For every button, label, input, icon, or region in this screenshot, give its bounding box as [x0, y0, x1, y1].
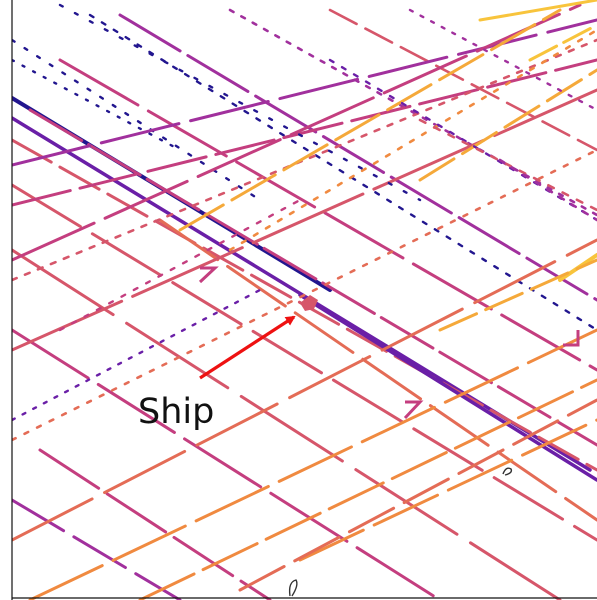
vessel-track	[178, 8, 562, 232]
vessel-track	[298, 293, 597, 482]
vessel-track	[12, 58, 182, 152]
vessel-track	[38, 448, 272, 600]
vessel-track	[58, 198, 302, 332]
vessel-track-lines	[12, 0, 597, 600]
track-corner	[563, 330, 580, 347]
vessel-track	[528, 23, 597, 62]
vessel-track	[408, 8, 597, 112]
track-corner	[403, 400, 424, 420]
vessel-track	[438, 258, 597, 332]
vessel-track	[12, 3, 582, 262]
vessel-track	[12, 38, 262, 202]
vessel-track	[118, 13, 597, 302]
vessel-track	[12, 498, 182, 600]
vessel-track	[12, 88, 597, 352]
vessel-track	[328, 8, 597, 152]
vessel-track	[418, 68, 597, 182]
vessel-track	[28, 108, 597, 447]
small-loop-mark	[288, 579, 298, 597]
vessel-track	[58, 3, 422, 202]
vessel-track	[12, 38, 597, 282]
vessel-track	[228, 28, 597, 252]
vessel-track	[498, 158, 597, 222]
vessel-track	[138, 378, 597, 600]
vessel-track	[158, 218, 597, 522]
vessel-track	[12, 183, 597, 542]
small-loop-mark	[502, 467, 513, 476]
vessel-track	[12, 148, 597, 442]
vessel-track	[58, 58, 597, 372]
vessel-track	[418, 118, 597, 212]
ship-label: Ship	[138, 392, 214, 432]
vessel-track	[238, 398, 597, 592]
vessel-track	[88, 13, 597, 332]
vessel-track	[28, 328, 597, 600]
ship-marker	[300, 295, 318, 311]
vessel-track	[328, 58, 597, 222]
vessel-track	[298, 418, 597, 562]
vessel-track	[12, 328, 442, 600]
track-corner	[198, 266, 219, 284]
vessel-track	[478, 0, 597, 22]
vessel-track	[12, 18, 597, 167]
ship-pointer-arrow	[199, 315, 296, 380]
vessel-track	[12, 58, 597, 207]
vessel-track	[12, 238, 597, 542]
